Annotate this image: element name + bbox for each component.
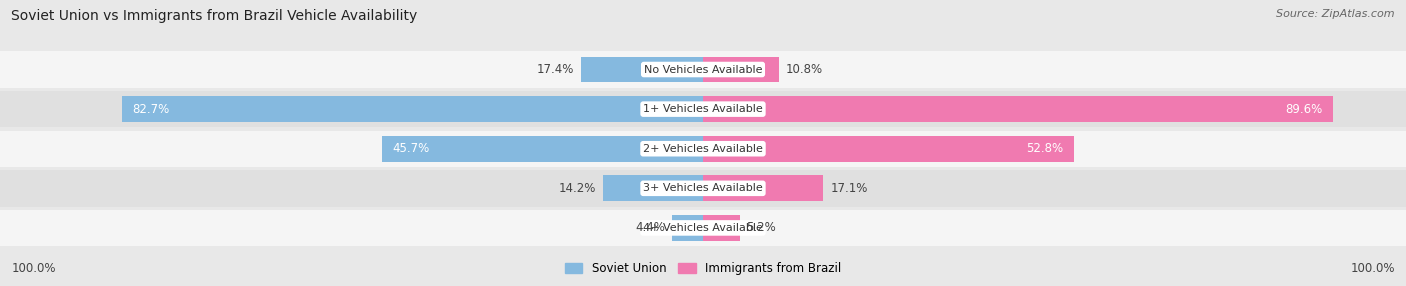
- Bar: [703, 96, 1333, 122]
- Bar: [672, 215, 703, 241]
- Bar: [0, 91, 1406, 127]
- Bar: [0, 170, 1406, 206]
- Bar: [703, 215, 740, 241]
- Legend: Soviet Union, Immigrants from Brazil: Soviet Union, Immigrants from Brazil: [560, 258, 846, 280]
- Text: Source: ZipAtlas.com: Source: ZipAtlas.com: [1277, 9, 1395, 19]
- Bar: [703, 57, 779, 82]
- Bar: [603, 175, 703, 201]
- Bar: [382, 136, 703, 162]
- Text: 45.7%: 45.7%: [392, 142, 429, 155]
- Text: 100.0%: 100.0%: [11, 262, 56, 275]
- Text: 52.8%: 52.8%: [1026, 142, 1064, 155]
- Text: No Vehicles Available: No Vehicles Available: [644, 65, 762, 75]
- Text: 5.2%: 5.2%: [747, 221, 776, 235]
- Text: 2+ Vehicles Available: 2+ Vehicles Available: [643, 144, 763, 154]
- Text: 89.6%: 89.6%: [1285, 103, 1322, 116]
- Text: 4+ Vehicles Available: 4+ Vehicles Available: [643, 223, 763, 233]
- Text: 1+ Vehicles Available: 1+ Vehicles Available: [643, 104, 763, 114]
- Text: 14.2%: 14.2%: [558, 182, 596, 195]
- Text: 82.7%: 82.7%: [132, 103, 169, 116]
- Bar: [703, 175, 824, 201]
- Text: 100.0%: 100.0%: [1350, 262, 1395, 275]
- Text: 17.1%: 17.1%: [830, 182, 868, 195]
- Bar: [121, 96, 703, 122]
- Bar: [0, 130, 1406, 167]
- Bar: [0, 51, 1406, 88]
- Text: 10.8%: 10.8%: [786, 63, 823, 76]
- Bar: [703, 136, 1074, 162]
- Text: 17.4%: 17.4%: [536, 63, 574, 76]
- Text: 4.4%: 4.4%: [636, 221, 665, 235]
- Text: Soviet Union vs Immigrants from Brazil Vehicle Availability: Soviet Union vs Immigrants from Brazil V…: [11, 9, 418, 23]
- Bar: [0, 210, 1406, 246]
- Text: 3+ Vehicles Available: 3+ Vehicles Available: [643, 183, 763, 193]
- Bar: [581, 57, 703, 82]
